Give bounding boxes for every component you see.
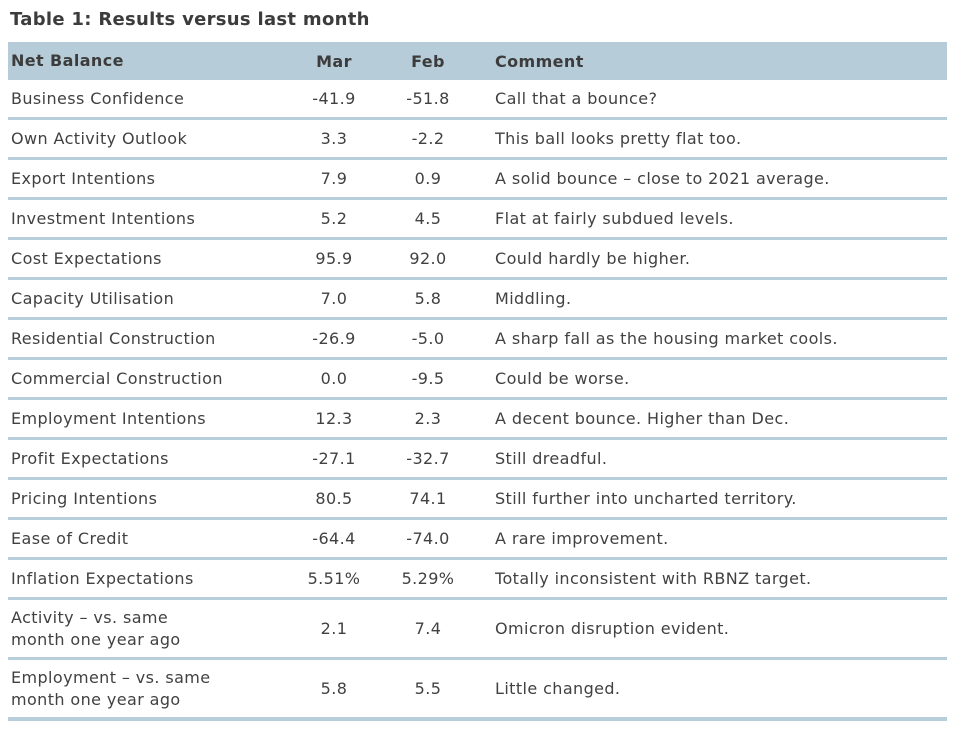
comment-text: Call that a bounce? (478, 80, 947, 120)
comment-text: Still further into uncharted territory. (478, 478, 947, 520)
feb-value: -51.8 (378, 80, 478, 120)
mar-value: 5.51% (290, 558, 378, 600)
mar-value: -41.9 (290, 80, 378, 120)
mar-value: 7.9 (290, 158, 378, 200)
mar-value: 2.1 (290, 598, 378, 660)
comment-text: Could be worse. (478, 358, 947, 400)
table-row: Own Activity Outlook 3.3 -2.2 This ball … (8, 118, 947, 160)
row-label: Ease of Credit (8, 518, 290, 560)
table-row: Cost Expectations 95.9 92.0 Could hardly… (8, 238, 947, 280)
feb-value: 0.9 (378, 158, 478, 200)
comment-text: A rare improvement. (478, 518, 947, 560)
mar-value: 12.3 (290, 398, 378, 440)
row-label: Profit Expectations (8, 438, 290, 480)
feb-value: 5.8 (378, 278, 478, 320)
comment-text: Totally inconsistent with RBNZ target. (478, 558, 947, 600)
mar-value: -26.9 (290, 318, 378, 360)
results-table: Net Balance Mar Feb Comment Business Con… (8, 42, 947, 721)
table-row: Residential Construction -26.9 -5.0 A sh… (8, 318, 947, 360)
feb-value: 92.0 (378, 238, 478, 280)
column-header-comment: Comment (478, 42, 947, 80)
feb-value: -32.7 (378, 438, 478, 480)
header-row: Net Balance Mar Feb Comment (8, 42, 947, 80)
table-row: Export Intentions 7.9 0.9 A solid bounce… (8, 158, 947, 200)
column-header-feb: Feb (378, 42, 478, 80)
mar-value: -64.4 (290, 518, 378, 560)
row-label: Business Confidence (8, 80, 290, 120)
feb-value: 74.1 (378, 478, 478, 520)
row-label: Employment Intentions (8, 398, 290, 440)
feb-value: -2.2 (378, 118, 478, 160)
feb-value: -5.0 (378, 318, 478, 360)
table-row: Activity – vs. same month one year ago 2… (8, 598, 947, 660)
comment-text: A decent bounce. Higher than Dec. (478, 398, 947, 440)
table-row: Inflation Expectations 5.51% 5.29% Total… (8, 558, 947, 600)
page-title: Table 1: Results versus last month (10, 9, 370, 30)
mar-value: -27.1 (290, 438, 378, 480)
comment-text: A solid bounce – close to 2021 average. (478, 158, 947, 200)
row-label: Inflation Expectations (8, 558, 290, 600)
mar-value: 80.5 (290, 478, 378, 520)
row-label: Cost Expectations (8, 238, 290, 280)
table-row: Investment Intentions 5.2 4.5 Flat at fa… (8, 198, 947, 240)
row-label: Investment Intentions (8, 198, 290, 240)
table-row: Pricing Intentions 80.5 74.1 Still furth… (8, 478, 947, 520)
row-label: Activity – vs. same month one year ago (8, 598, 290, 660)
comment-text: Middling. (478, 278, 947, 320)
feb-value: 5.29% (378, 558, 478, 600)
mar-value: 3.3 (290, 118, 378, 160)
comment-text: Little changed. (478, 658, 947, 721)
comment-text: Omicron disruption evident. (478, 598, 947, 660)
feb-value: 7.4 (378, 598, 478, 660)
comment-text: Still dreadful. (478, 438, 947, 480)
row-label: Capacity Utilisation (8, 278, 290, 320)
mar-value: 95.9 (290, 238, 378, 280)
table-row: Employment Intentions 12.3 2.3 A decent … (8, 398, 947, 440)
table-row: Capacity Utilisation 7.0 5.8 Middling. (8, 278, 947, 320)
mar-value: 7.0 (290, 278, 378, 320)
feb-value: 4.5 (378, 198, 478, 240)
column-header-net-balance: Net Balance (8, 42, 290, 80)
feb-value: 2.3 (378, 398, 478, 440)
table-row: Ease of Credit -64.4 -74.0 A rare improv… (8, 518, 947, 560)
table-row: Employment – vs. same month one year ago… (8, 658, 947, 721)
feb-value: 5.5 (378, 658, 478, 721)
table-row: Business Confidence -41.9 -51.8 Call tha… (8, 80, 947, 120)
comment-text: Could hardly be higher. (478, 238, 947, 280)
row-label: Own Activity Outlook (8, 118, 290, 160)
row-label: Export Intentions (8, 158, 290, 200)
row-label: Residential Construction (8, 318, 290, 360)
table-row: Profit Expectations -27.1 -32.7 Still dr… (8, 438, 947, 480)
feb-value: -9.5 (378, 358, 478, 400)
row-label: Commercial Construction (8, 358, 290, 400)
row-label: Employment – vs. same month one year ago (8, 658, 290, 721)
column-header-mar: Mar (290, 42, 378, 80)
mar-value: 5.2 (290, 198, 378, 240)
mar-value: 5.8 (290, 658, 378, 721)
comment-text: Flat at fairly subdued levels. (478, 198, 947, 240)
feb-value: -74.0 (378, 518, 478, 560)
table-row: Commercial Construction 0.0 -9.5 Could b… (8, 358, 947, 400)
row-label: Pricing Intentions (8, 478, 290, 520)
comment-text: A sharp fall as the housing market cools… (478, 318, 947, 360)
comment-text: This ball looks pretty flat too. (478, 118, 947, 160)
mar-value: 0.0 (290, 358, 378, 400)
